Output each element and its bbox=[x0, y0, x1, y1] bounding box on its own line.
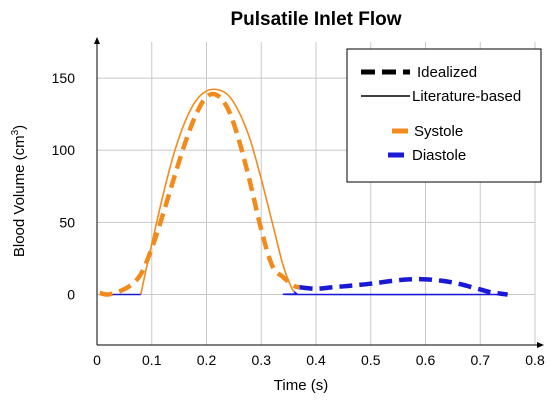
y-axis-label: Blood Volume (cm3) bbox=[10, 125, 28, 257]
y-tick-label: 0 bbox=[67, 287, 75, 303]
y-tick-label: 150 bbox=[52, 70, 76, 86]
y-tick-label: 100 bbox=[52, 142, 76, 158]
x-tick-label: 0.1 bbox=[142, 352, 162, 368]
literature-series-line bbox=[140, 88, 295, 295]
x-tick-label: 0.2 bbox=[197, 352, 217, 368]
legend-box bbox=[346, 48, 542, 183]
idealized-series-line bbox=[299, 276, 508, 297]
y-axis-label-sup: 3 bbox=[10, 129, 21, 135]
x-tick-label: 0.4 bbox=[306, 352, 326, 368]
x-tick-label: 0.5 bbox=[361, 352, 381, 368]
x-tick-label: 0.7 bbox=[471, 352, 491, 368]
literature-series-line bbox=[282, 290, 508, 296]
legend-label-diastole: Diastole bbox=[412, 147, 466, 164]
x-tick-label: 0 bbox=[93, 352, 101, 368]
x-tick-label: 0.8 bbox=[525, 352, 545, 368]
x-axis-label: Time (s) bbox=[274, 377, 328, 394]
tick-layer: 0 0.1 0.2 0.3 0.4 0.5 0.6 0.7 0.8 0 50 100 150 bbox=[52, 70, 545, 368]
y-axis-label-main: Blood Volume (cm bbox=[11, 135, 28, 257]
legend-label-idealized: Idealized bbox=[417, 64, 477, 81]
y-axis-label-close: ) bbox=[11, 125, 28, 130]
y-axis-arrow bbox=[94, 37, 100, 44]
legend: Idealized Literature-based Systole Diast… bbox=[346, 48, 542, 183]
x-axis-arrow bbox=[537, 342, 544, 348]
chart-title: Pulsatile Inlet Flow bbox=[230, 9, 401, 30]
idealized-series-line bbox=[99, 91, 301, 297]
axes-layer bbox=[94, 37, 544, 348]
x-tick-label: 0.6 bbox=[416, 352, 436, 368]
legend-label-literature: Literature-based bbox=[412, 88, 521, 105]
legend-label-systole: Systole bbox=[414, 123, 463, 140]
series-layer bbox=[99, 88, 508, 297]
y-tick-label: 50 bbox=[59, 214, 75, 230]
x-tick-label: 0.3 bbox=[252, 352, 272, 368]
